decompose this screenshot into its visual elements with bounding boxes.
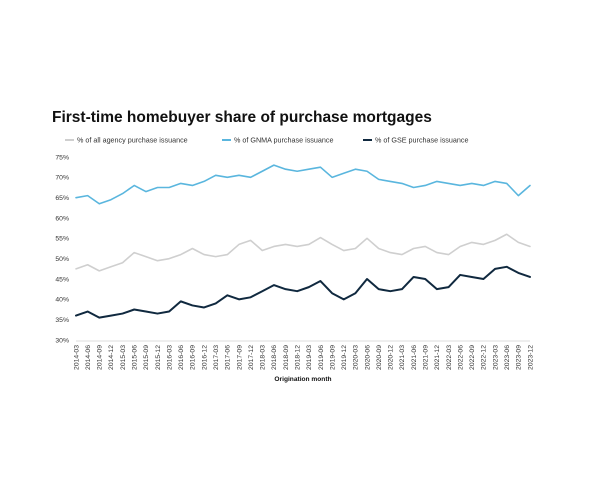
x-tick-label: 2019-06 <box>318 345 325 370</box>
chart-title: First-time homebuyer share of purchase m… <box>52 109 432 126</box>
x-tick-label: 2022-06 <box>457 345 464 370</box>
y-tick-label: 30% <box>55 337 69 344</box>
x-tick-label: 2018-12 <box>294 345 301 370</box>
x-tick-label: 2015-06 <box>132 345 139 370</box>
x-tick-label: 2018-03 <box>260 345 267 370</box>
y-tick-label: 40% <box>55 297 69 304</box>
x-tick-label: 2016-09 <box>190 345 197 370</box>
x-tick-label: 2014-03 <box>73 345 80 370</box>
series-line-1 <box>75 233 531 272</box>
series-line-2 <box>75 164 531 205</box>
y-tick-label: 45% <box>55 276 69 283</box>
y-axis: 30% 35% 40% 45% 50% 55% 60% 65% 70% 75% <box>55 154 69 344</box>
x-tick-label: 2023-09 <box>516 345 523 370</box>
x-tick-label: 2017-03 <box>213 345 220 370</box>
x-tick-label: 2017-12 <box>248 345 255 370</box>
x-tick-label: 2019-12 <box>341 345 348 370</box>
x-tick-label: 2020-03 <box>353 345 360 370</box>
series-layer <box>75 164 531 319</box>
x-axis-title: Origination month <box>274 376 331 383</box>
x-tick-label: 2017-06 <box>225 345 232 370</box>
x-tick-label: 2015-03 <box>120 345 127 370</box>
x-axis: 2014-03 2014-06 2014-09 2014-12 2015-03 2015-… <box>73 340 534 370</box>
legend-label-2: % of GNMA purchase issuance <box>234 136 333 145</box>
x-tick-label: 2016-06 <box>178 345 185 370</box>
legend-label-3: % of GSE purchase issuance <box>375 136 469 145</box>
x-tick-label: 2019-09 <box>329 345 336 370</box>
x-tick-label: 2017-09 <box>236 345 243 370</box>
y-tick-label: 35% <box>55 317 69 324</box>
y-tick-label: 50% <box>55 256 69 263</box>
x-tick-label: 2023-03 <box>492 345 499 370</box>
x-tick-label: 2015-12 <box>155 345 162 370</box>
x-tick-label: 2023-12 <box>527 345 534 370</box>
x-tick-label: 2021-09 <box>423 345 430 370</box>
y-tick-label: 60% <box>55 215 69 222</box>
x-tick-label: 2014-09 <box>97 345 104 370</box>
x-tick-label: 2016-12 <box>201 345 208 370</box>
x-tick-label: 2021-06 <box>411 345 418 370</box>
legend-label-1: % of all agency purchase issuance <box>77 136 188 145</box>
y-tick-label: 75% <box>55 154 69 161</box>
y-tick-label: 65% <box>55 195 69 202</box>
x-tick-label: 2022-03 <box>446 345 453 370</box>
x-tick-label: 2015-09 <box>143 345 150 370</box>
x-tick-label: 2014-12 <box>108 345 115 370</box>
x-tick-label: 2022-12 <box>481 345 488 370</box>
y-tick-label: 55% <box>55 236 69 243</box>
x-tick-label: 2021-12 <box>434 345 441 370</box>
x-tick-label: 2014-06 <box>85 345 92 370</box>
x-tick-label: 2022-09 <box>469 345 476 370</box>
x-tick-label: 2016-03 <box>166 345 173 370</box>
x-tick-label: 2018-09 <box>283 345 290 370</box>
x-tick-label: 2021-03 <box>399 345 406 370</box>
y-tick-label: 70% <box>55 175 69 182</box>
x-tick-label: 2019-03 <box>306 345 313 370</box>
x-tick-label: 2018-06 <box>271 345 278 370</box>
x-tick-label: 2020-06 <box>364 345 371 370</box>
x-tick-label: 2023-06 <box>504 345 511 370</box>
x-tick-label: 2020-12 <box>388 345 395 370</box>
x-tick-label: 2020-09 <box>376 345 383 370</box>
series-line-3 <box>75 265 531 319</box>
legend: % of all agency purchase issuance % of GN… <box>65 136 469 145</box>
